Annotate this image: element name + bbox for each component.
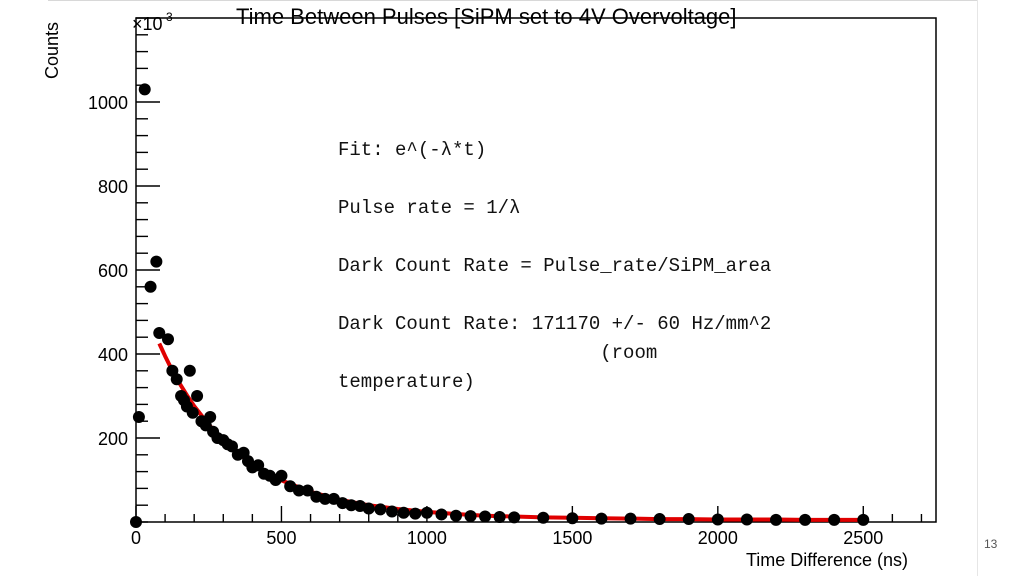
annotation-line	[338, 165, 771, 194]
data-point	[682, 513, 695, 526]
data-point	[479, 510, 492, 523]
data-point	[292, 484, 305, 497]
x-tick-label: 2500	[843, 528, 883, 548]
data-point	[138, 83, 151, 96]
data-points-layer	[130, 83, 870, 528]
y-tick-label: 1000	[88, 93, 128, 113]
data-point	[711, 513, 724, 526]
x-tick-label: 0	[131, 528, 141, 548]
data-point	[740, 513, 753, 526]
data-point	[130, 516, 142, 528]
slide-right-divider	[977, 0, 978, 576]
data-point	[319, 492, 332, 505]
annotation-line: temperature)	[338, 371, 475, 393]
data-point	[435, 508, 448, 521]
page-number: 13	[984, 537, 998, 551]
y-tick-label: 200	[98, 429, 128, 449]
annotation-line	[338, 281, 771, 310]
data-point	[397, 506, 410, 519]
y-multiplier-exponent: 3	[166, 10, 173, 24]
chart-title: Time Between Pulses [SiPM set to 4V Over…	[236, 4, 737, 29]
data-point	[828, 513, 841, 526]
data-point	[624, 512, 637, 525]
data-point	[226, 440, 238, 453]
data-point	[162, 333, 174, 346]
data-point	[450, 509, 462, 522]
data-point	[186, 406, 199, 419]
data-point	[191, 390, 204, 402]
data-point	[275, 469, 288, 482]
annotation-line: Fit: e^(-λ*t)	[338, 139, 487, 161]
data-point	[144, 280, 157, 293]
y-tick-label: 800	[98, 177, 128, 197]
data-point	[153, 327, 166, 339]
annotation-line: (room	[338, 342, 658, 364]
y-axis-label: Counts	[42, 22, 62, 79]
data-point	[409, 507, 422, 520]
data-point	[464, 510, 477, 523]
axis-labels: 200 400 600 800 1000 0 500 1000 1500 2000 2500Time…	[42, 10, 908, 570]
data-point	[301, 484, 314, 497]
x-tick-label: 2000	[698, 528, 738, 548]
data-point	[132, 411, 145, 423]
data-point	[386, 505, 398, 518]
data-point	[150, 255, 163, 268]
data-point	[252, 459, 265, 472]
data-point	[362, 502, 375, 515]
annotation-line: Dark Count Rate: 171170 +/- 60 Hz/mm^2	[338, 313, 772, 335]
x-axis-label: Time Difference (ns)	[746, 550, 908, 570]
slide-top-divider	[48, 0, 978, 1]
data-point	[595, 512, 608, 525]
x-tick-label: 1000	[407, 528, 447, 548]
annotation-line: Pulse rate = 1/λ	[338, 197, 521, 219]
data-point	[183, 364, 196, 377]
data-point	[653, 513, 666, 526]
data-point	[799, 513, 812, 526]
data-point	[508, 511, 521, 524]
data-point	[420, 506, 433, 519]
data-point	[204, 411, 217, 423]
data-point	[857, 513, 870, 526]
y-multiplier-label: ×10	[132, 14, 163, 34]
y-tick-label: 400	[98, 345, 128, 365]
data-point	[493, 510, 506, 523]
annotation-line	[338, 223, 771, 252]
data-point	[170, 373, 183, 386]
fit-annotation: Fit: e^(-λ*t) Pulse rate = 1/λ Dark Count …	[338, 136, 771, 397]
data-point	[537, 511, 550, 524]
annotation-line: Dark Count Rate = Pulse_rate/SiPM_area	[338, 255, 772, 277]
data-point	[345, 499, 358, 512]
data-point	[566, 512, 579, 525]
data-point	[374, 503, 387, 516]
data-point	[770, 513, 782, 526]
y-tick-label: 600	[98, 261, 128, 281]
x-tick-label: 1500	[552, 528, 592, 548]
x-tick-label: 500	[266, 528, 296, 548]
